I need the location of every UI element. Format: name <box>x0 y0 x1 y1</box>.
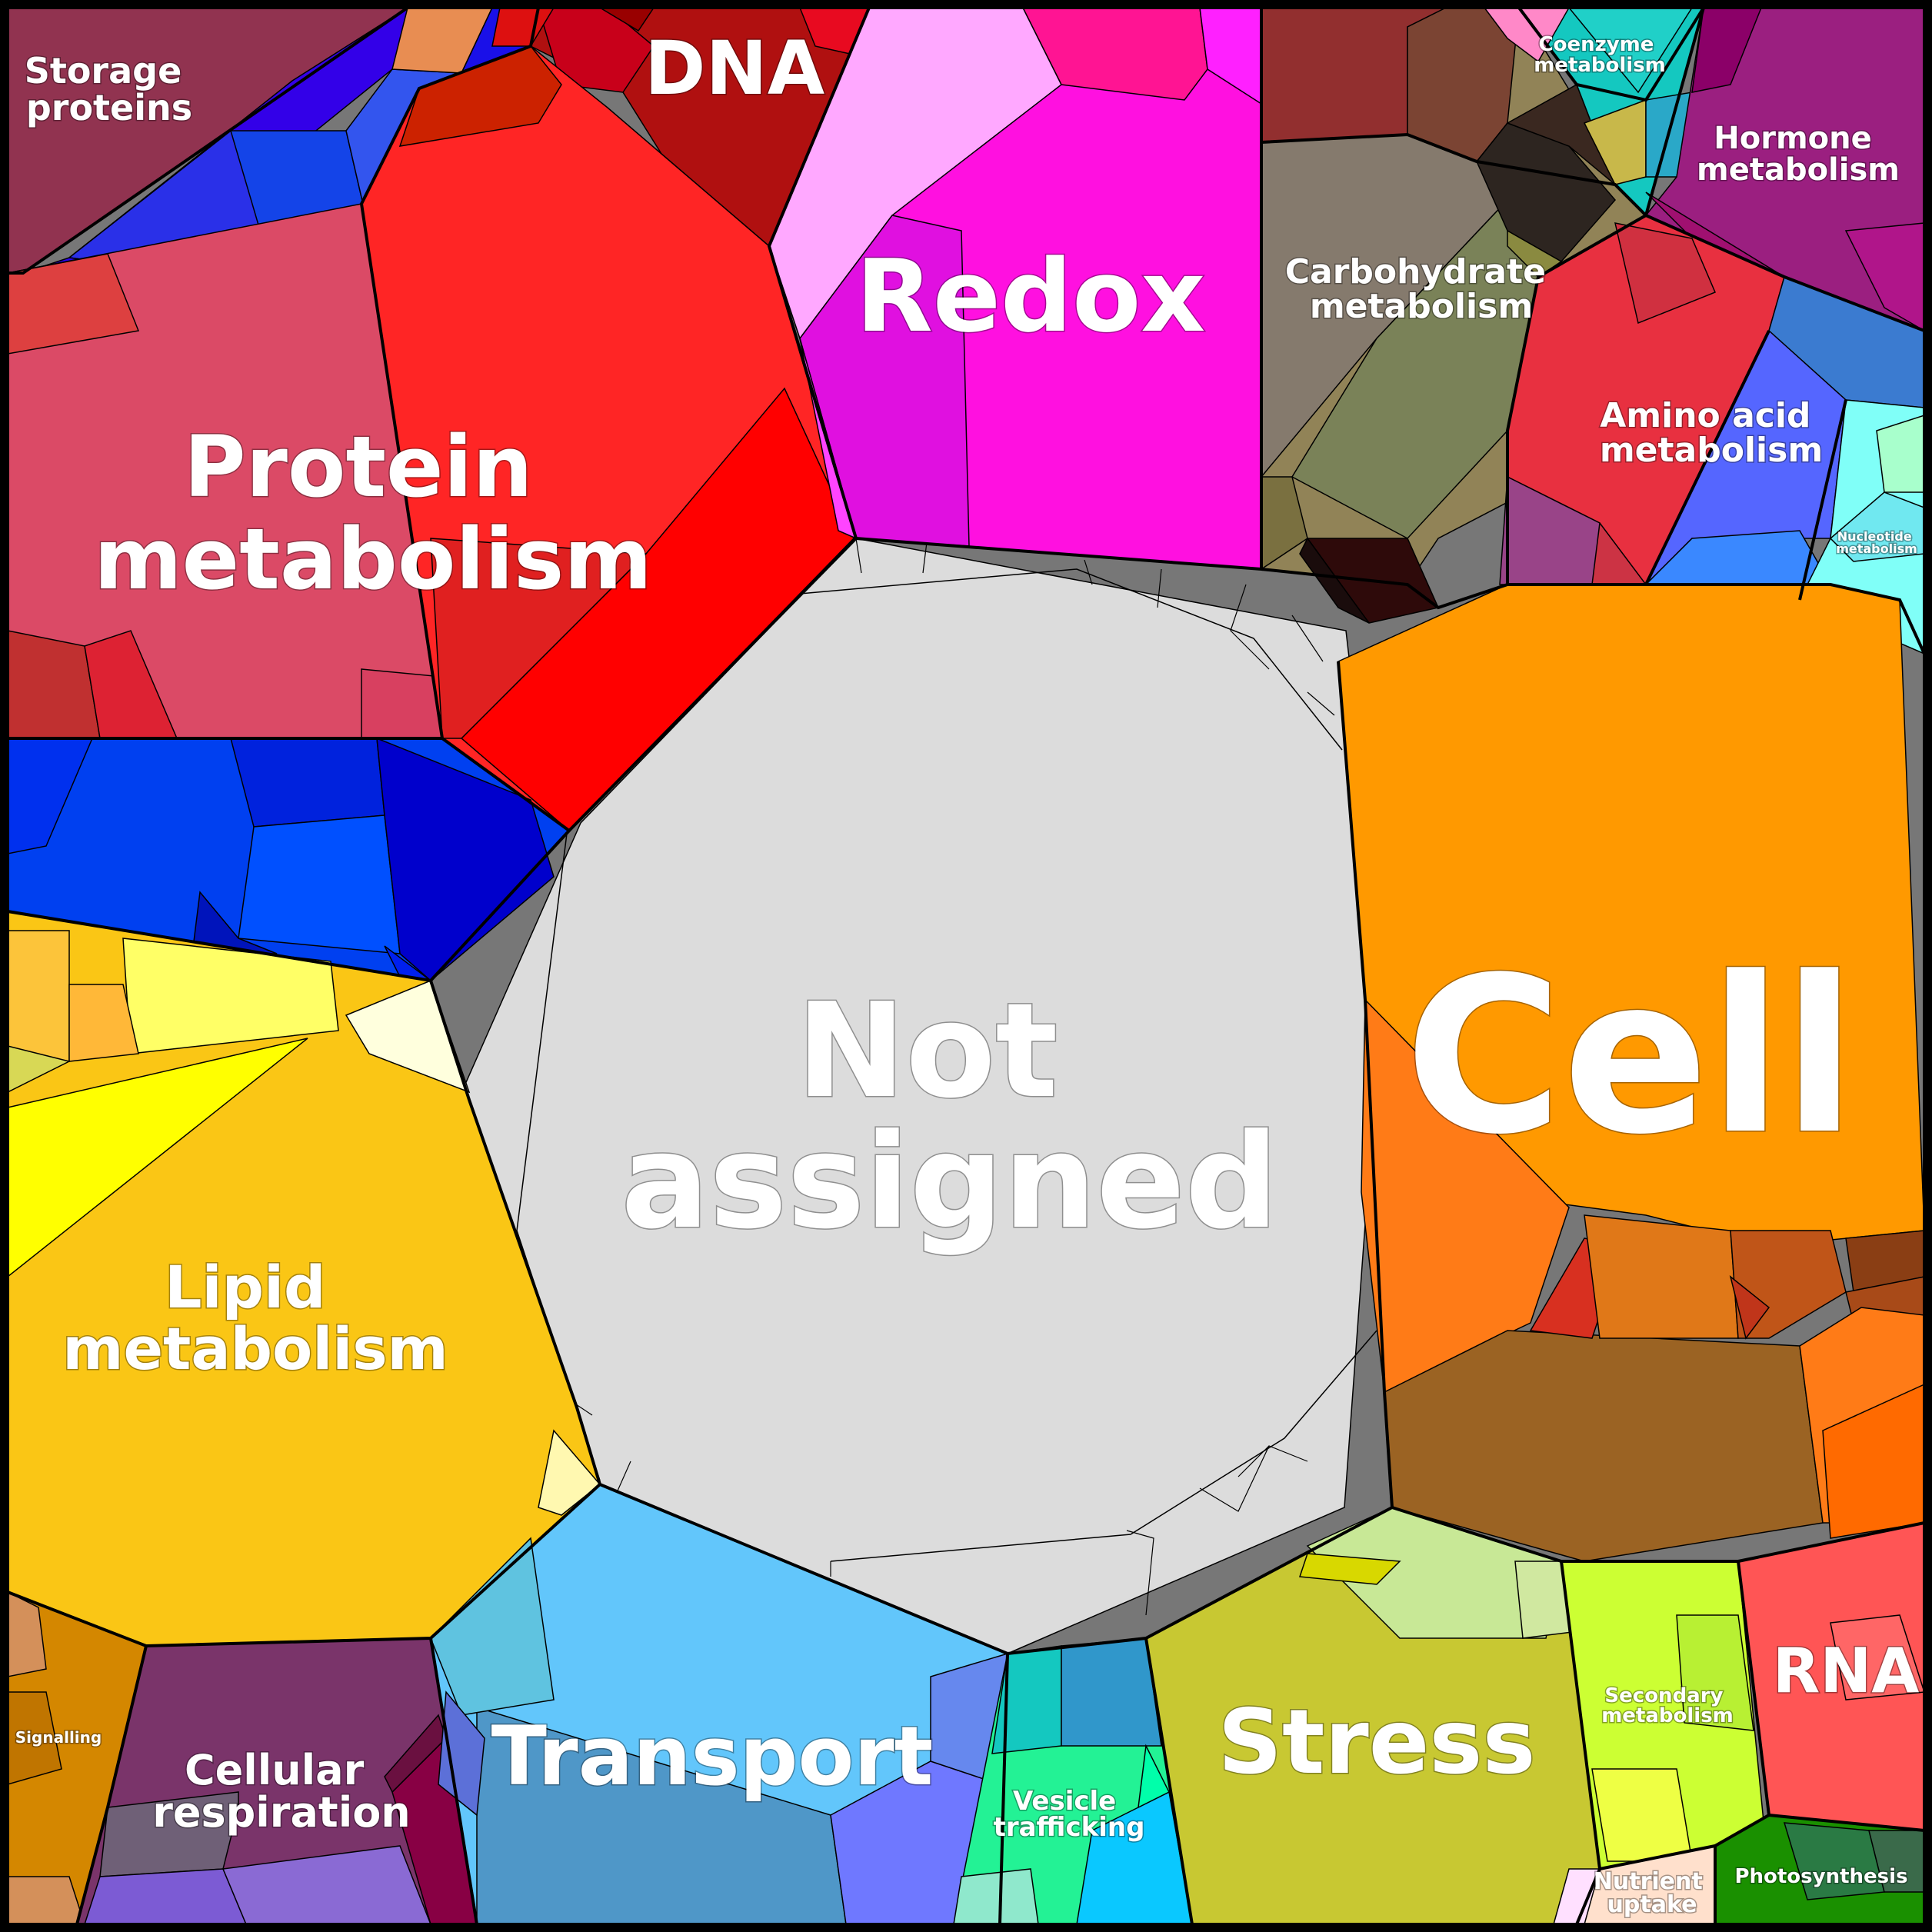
label-transport-line1: Transport <box>491 1709 934 1804</box>
label-lipid-metabolism: Lipid metabolism <box>62 1253 448 1383</box>
label-protein-metabolism-line2: metabolism <box>94 510 652 608</box>
label-nucleotide-metabolism: Nucleotide metabolism <box>1836 529 1917 556</box>
region-coenzyme-metabolism <box>1483 7 1704 217</box>
label-coenzyme-metabolism-line2: metabolism <box>1534 54 1666 77</box>
region-protein-blue <box>7 737 571 982</box>
label-cellular-respiration: Cellular respiration <box>152 1746 411 1837</box>
label-lipid-metabolism-line1: Lipid <box>165 1253 325 1321</box>
label-vesicle-trafficking-line2: trafficking <box>994 1812 1145 1843</box>
label-amino-acid-metabolism: Amino acid metabolism <box>1600 396 1823 470</box>
label-secondary-metabolism-line1: Secondary <box>1604 1684 1723 1707</box>
region-hormone-metabolism <box>1644 7 1925 332</box>
label-secondary-metabolism-line2: metabolism <box>1601 1704 1734 1727</box>
region-vesicle-trafficking <box>953 1637 1193 1925</box>
label-amino-acid-metabolism-line2: metabolism <box>1600 431 1823 470</box>
label-rna-line1: RNA <box>1773 1635 1920 1707</box>
label-photosynthesis: Photosynthesis <box>1734 1865 1907 1888</box>
label-vesicle-trafficking: Vesicle trafficking <box>994 1786 1145 1843</box>
region-secondary-metabolism <box>1561 1561 1770 1877</box>
label-coenzyme-metabolism: Coenzyme metabolism <box>1534 33 1666 77</box>
label-carbohydrate-metabolism-line1: Carbohydrate <box>1285 252 1546 291</box>
region-borders <box>7 6 1926 1925</box>
labels: Not assigned Cell Protein metabolism Red… <box>14 25 1920 1920</box>
region-protein-metabolism <box>7 45 854 832</box>
label-signalling: Signalling <box>15 1728 102 1747</box>
label-protein-metabolism-line1: Protein <box>184 418 533 516</box>
label-storage-proteins-line1: Storage <box>25 50 182 92</box>
label-stress-line1: Stress <box>1218 1690 1536 1794</box>
label-not-assigned-line1: Not <box>796 975 1058 1128</box>
region-not-assigned <box>434 538 1385 1654</box>
label-carbohydrate-metabolism-line2: metabolism <box>1310 287 1533 326</box>
label-redox: Redox <box>856 238 1206 355</box>
region-rna <box>1737 1522 1925 1831</box>
label-hormone-metabolism-line1: Hormone <box>1714 121 1871 156</box>
region-amino-acid-metabolism <box>1499 215 1925 585</box>
label-signalling-line1: Signalling <box>15 1728 102 1747</box>
label-not-assigned: Not assigned <box>621 975 1278 1258</box>
label-storage-proteins: Storage proteins <box>25 50 195 128</box>
label-nucleotide-metabolism-line2: metabolism <box>1836 541 1917 556</box>
label-storage-proteins-line2: proteins <box>26 87 192 128</box>
label-nutrient-uptake-line1: Nutrient <box>1594 1868 1703 1895</box>
label-transport: Transport <box>491 1709 934 1804</box>
label-hormone-metabolism-line2: metabolism <box>1697 152 1900 188</box>
label-coenzyme-metabolism-line1: Coenzyme <box>1539 33 1654 56</box>
label-lipid-metabolism-line2: metabolism <box>62 1314 448 1383</box>
label-protein-metabolism: Protein metabolism <box>94 418 652 608</box>
region-cell <box>1337 584 1925 1562</box>
label-secondary-metabolism: Secondary metabolism <box>1601 1684 1734 1727</box>
label-photosynthesis-line1: Photosynthesis <box>1734 1865 1907 1888</box>
label-cell: Cell <box>1404 931 1856 1182</box>
label-nucleotide-metabolism-line1: Nucleotide <box>1837 529 1912 544</box>
region-cellular-respiration <box>76 1637 478 1925</box>
label-dna-line1: DNA <box>645 25 824 112</box>
label-rna: RNA <box>1773 1635 1920 1707</box>
label-redox-line1: Redox <box>856 238 1206 355</box>
label-nutrient-uptake: Nutrient uptake <box>1594 1868 1710 1918</box>
region-lipid-metabolism <box>7 911 601 1647</box>
label-cell-line1: Cell <box>1404 931 1856 1182</box>
label-vesicle-trafficking-line1: Vesicle <box>1013 1786 1116 1817</box>
region-redox <box>768 7 1262 570</box>
label-cellular-respiration-line1: Cellular <box>185 1746 365 1794</box>
label-carbohydrate-metabolism: Carbohydrate metabolism <box>1285 252 1558 326</box>
label-cellular-respiration-line2: respiration <box>152 1788 411 1837</box>
label-dna: DNA <box>645 25 824 112</box>
label-nutrient-uptake-line2: uptake <box>1607 1891 1697 1918</box>
label-not-assigned-line2: assigned <box>621 1106 1278 1258</box>
label-amino-acid-metabolism-line1: Amino acid <box>1600 396 1810 435</box>
label-hormone-metabolism: Hormone metabolism <box>1697 121 1900 188</box>
label-stress: Stress <box>1218 1690 1536 1794</box>
